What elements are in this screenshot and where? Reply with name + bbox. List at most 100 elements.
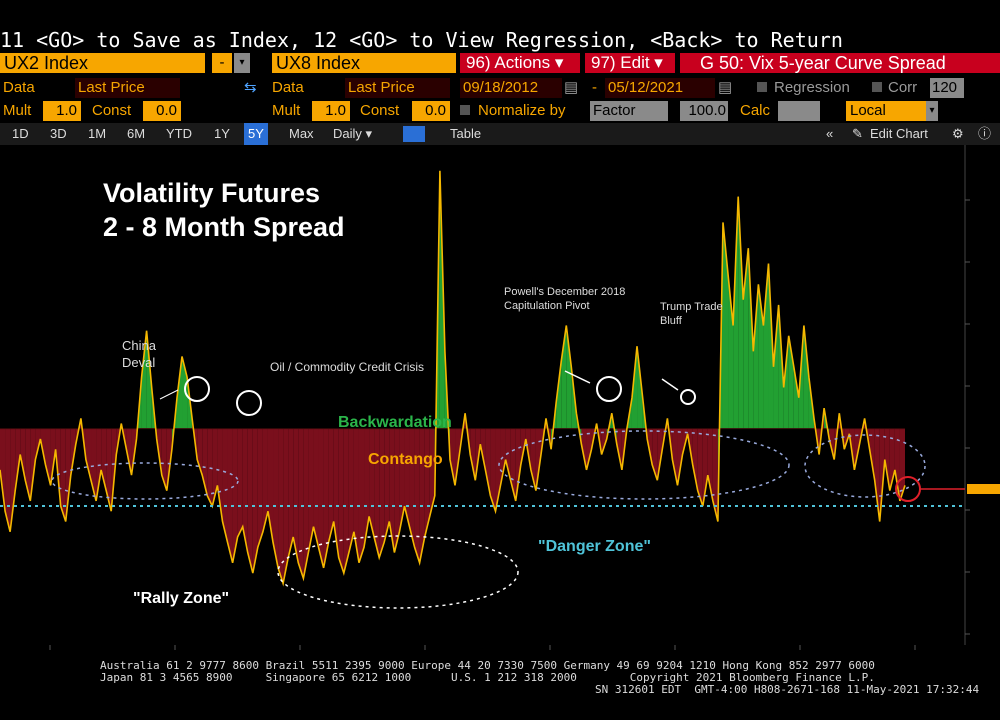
edit-menu[interactable]: 97) Edit ▾	[585, 53, 675, 73]
annotation-contango: Contango	[368, 451, 443, 468]
spread-chart: Volatility Futures 2 - 8 Month Spread Ch…	[0, 145, 1000, 650]
normalize-factor-field[interactable]: 100.0	[680, 101, 728, 121]
table-button[interactable]: Table	[450, 126, 482, 141]
mult-label: Mult	[3, 102, 32, 119]
frequency-dropdown[interactable]: Daily ▾	[333, 126, 373, 141]
chart-title-line1: Volatility Futures	[103, 178, 320, 208]
regression-label: Regression	[774, 79, 850, 96]
local-chevron-icon[interactable]: ▾	[926, 101, 938, 121]
mult-row: Mult 1.0 Const 0.0 Mult 1.0 Const 0.0 No…	[0, 101, 1000, 123]
area-segment	[20, 428, 26, 481]
line-chart-icon[interactable]	[403, 126, 425, 142]
help-icon[interactable]: ⓘ	[978, 126, 992, 141]
normalize-dropdown[interactable]: Factor	[590, 101, 668, 121]
annotation-powell: Powell's December 2018 Capitulation Pivot	[504, 286, 625, 312]
operator-dropdown[interactable]: -	[212, 53, 232, 73]
area-segment	[379, 428, 385, 558]
period-toolbar: 1D 3D 1M 6M YTD 1Y 5Y Max Daily ▾ Table …	[0, 123, 1000, 145]
area-segment	[343, 428, 349, 574]
spread-series-line	[0, 170, 906, 587]
area-segment	[85, 428, 92, 481]
period-ytd[interactable]: YTD	[166, 126, 192, 141]
normalize-label: Normalize by	[478, 102, 566, 119]
swap-icon[interactable]: ⇆	[244, 79, 257, 96]
annotation-trump: Trump Trade Bluff	[660, 301, 723, 327]
period-max[interactable]: Max	[289, 126, 314, 141]
local-dropdown[interactable]: Local	[846, 101, 926, 121]
area-segment	[763, 263, 769, 429]
area-segment	[470, 428, 476, 481]
rally-zone-ellipse	[277, 535, 519, 609]
current-value-tag	[967, 484, 1000, 494]
security1-field[interactable]: UX2 Index	[0, 53, 205, 73]
area-segment	[535, 428, 541, 491]
corr-value-field[interactable]: 120	[930, 78, 964, 98]
annotation-rally-zone: "Rally Zone"	[133, 590, 229, 607]
area-segment	[141, 330, 147, 429]
area-segment	[364, 428, 370, 548]
period-1d[interactable]: 1D	[12, 126, 29, 141]
const-field[interactable]: 0.0	[143, 101, 181, 121]
area-segment	[712, 428, 718, 522]
chart-title-tab: G 50: Vix 5-year Curve Spread	[680, 53, 1000, 73]
start-date-field[interactable]: 09/18/2012	[460, 78, 562, 98]
normalize-checkbox[interactable]	[460, 105, 470, 115]
header-row: UX2 Index - ▾ UX8 Index 96) Actions ▾ 97…	[0, 53, 1000, 75]
area-segment	[247, 428, 253, 574]
area-segment	[126, 428, 132, 476]
area-segment	[283, 428, 289, 584]
operator-chevron-icon[interactable]: ▾	[234, 53, 250, 73]
area-segment	[697, 428, 703, 507]
area-segment	[313, 428, 319, 548]
mult2-field[interactable]: 1.0	[312, 101, 350, 121]
chart-title-line2: 2 - 8 Month Spread	[103, 212, 345, 242]
period-6m[interactable]: 6M	[127, 126, 146, 141]
area-segment	[394, 428, 400, 553]
period-5y[interactable]: 5Y	[244, 123, 268, 145]
area-segment	[374, 428, 380, 558]
data2-value-dropdown[interactable]: Last Price	[345, 78, 450, 98]
area-segment	[303, 428, 309, 579]
area-segment	[702, 428, 708, 507]
corr-checkbox[interactable]	[872, 82, 882, 92]
mult-field[interactable]: 1.0	[43, 101, 81, 121]
calendar2-icon[interactable]: ▤	[718, 79, 732, 96]
area-segment	[748, 248, 754, 429]
end-date-field[interactable]: 05/12/2021	[605, 78, 715, 98]
const2-field[interactable]: 0.0	[412, 101, 450, 121]
area-segment	[783, 335, 789, 429]
area-segment	[485, 428, 491, 496]
const2-label: Const	[360, 102, 400, 119]
area-segment	[65, 428, 71, 522]
period-1y[interactable]: 1Y	[214, 126, 230, 141]
area-segment	[753, 284, 759, 429]
footer-line1: Australia 61 2 9777 8600 Brazil 5511 239…	[100, 659, 875, 672]
area-segment	[722, 222, 729, 429]
actions-menu[interactable]: 96) Actions ▾	[460, 53, 580, 73]
area-segment	[429, 428, 435, 517]
area-segment	[657, 428, 663, 481]
security2-field[interactable]: UX8 Index	[272, 53, 456, 73]
mult2-label: Mult	[272, 102, 301, 119]
collapse-icon[interactable]: «	[826, 126, 834, 141]
area-segment	[389, 428, 395, 553]
settings-icon[interactable]: ⚙	[952, 126, 964, 141]
data-row: Data Last Price ⇆ Data Last Price 09/18/…	[0, 78, 1000, 100]
area-segment	[672, 428, 678, 486]
area-segment	[637, 346, 643, 429]
calendar-icon[interactable]: ▤	[564, 79, 578, 96]
annotation-oil: Oil / Commodity Credit Crisis	[270, 360, 424, 374]
calc-dropdown[interactable]	[778, 101, 820, 121]
period-1m[interactable]: 1M	[88, 126, 107, 141]
edit-chart-button[interactable]: Edit Chart	[870, 126, 928, 141]
period-3d[interactable]: 3D	[50, 126, 67, 141]
data-value-dropdown[interactable]: Last Price	[75, 78, 180, 98]
area-segment	[707, 428, 713, 501]
area-segment	[404, 428, 410, 527]
regression-checkbox[interactable]	[757, 82, 767, 92]
area-segment	[566, 325, 572, 429]
area-segment	[414, 428, 420, 563]
area-segment	[358, 428, 365, 563]
contango-ellipse-3	[804, 434, 926, 498]
area-segment	[242, 428, 248, 553]
